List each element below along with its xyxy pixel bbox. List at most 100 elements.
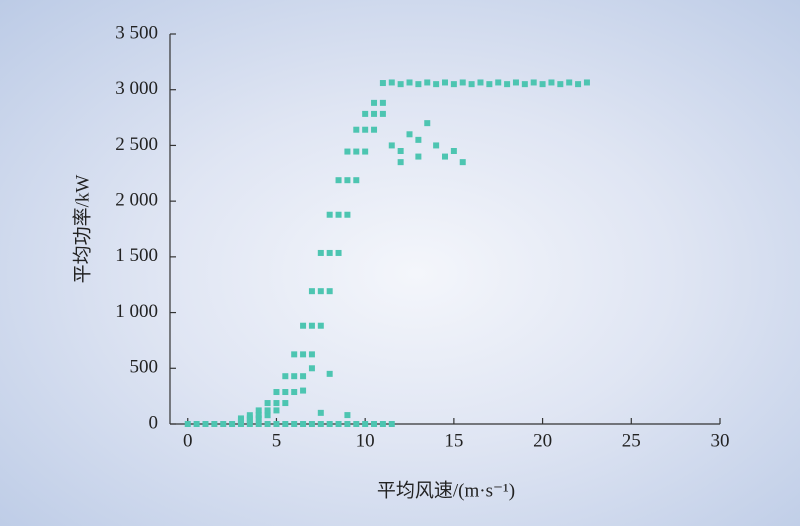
point [379, 80, 386, 87]
point [326, 288, 333, 295]
point [459, 79, 466, 86]
point [397, 159, 404, 166]
y-tick-label: 0 [149, 412, 159, 433]
x-tick-label: 20 [533, 430, 552, 451]
x-tick-label: 5 [272, 430, 282, 451]
point [273, 400, 280, 407]
point [442, 79, 448, 86]
point [477, 79, 484, 86]
y-axis-label: 平均功率/kW [71, 175, 93, 284]
point [237, 417, 244, 424]
point [291, 373, 298, 380]
point [335, 249, 342, 256]
point [211, 421, 218, 427]
point [291, 351, 298, 358]
point [202, 421, 209, 427]
point [255, 415, 262, 422]
point [317, 322, 324, 329]
point [353, 126, 360, 133]
point [344, 177, 351, 184]
point [415, 81, 422, 88]
point [308, 351, 315, 358]
point [308, 365, 315, 372]
y-tick-label: 1 000 [115, 301, 158, 322]
point [308, 421, 315, 427]
point [353, 177, 360, 184]
point [512, 79, 519, 86]
point [300, 351, 307, 358]
point [379, 421, 386, 427]
point [371, 99, 378, 106]
point [264, 407, 271, 414]
point [255, 407, 262, 414]
point [326, 249, 333, 256]
x-tick-label: 30 [711, 430, 730, 451]
x-tick-label: 0 [183, 430, 193, 451]
point [326, 370, 333, 377]
point [371, 110, 378, 117]
point [335, 177, 342, 184]
point [379, 110, 386, 117]
point [282, 421, 289, 427]
point [495, 79, 502, 86]
point [246, 421, 253, 427]
point [273, 407, 280, 414]
point [575, 81, 582, 88]
point [521, 81, 528, 88]
point [255, 421, 262, 427]
point [344, 148, 351, 155]
point [397, 148, 404, 154]
point [255, 412, 262, 419]
point [220, 421, 227, 427]
point [229, 421, 236, 427]
point [291, 389, 298, 396]
point [379, 99, 386, 106]
point [246, 412, 253, 419]
point [300, 387, 307, 394]
point [406, 131, 413, 138]
point [548, 79, 555, 86]
point [566, 79, 573, 86]
point [300, 421, 307, 427]
point [433, 142, 440, 149]
point [362, 421, 369, 427]
point [362, 126, 369, 133]
point [362, 110, 369, 117]
point [184, 421, 191, 427]
point [450, 148, 457, 154]
point [504, 81, 511, 88]
y-tick-label: 3 500 [115, 22, 158, 43]
point [424, 120, 431, 127]
point [282, 400, 289, 407]
point [264, 421, 271, 427]
point [273, 421, 280, 427]
point [397, 81, 404, 88]
point [353, 421, 360, 427]
point [335, 421, 342, 427]
point [424, 79, 431, 86]
point [300, 373, 307, 380]
point [344, 412, 351, 419]
point [264, 400, 271, 407]
y-tick-label: 3 000 [115, 78, 158, 99]
point [468, 81, 475, 88]
point [388, 421, 395, 427]
point [264, 412, 271, 419]
point [300, 322, 307, 329]
point [415, 136, 422, 143]
point [388, 142, 395, 149]
point [317, 249, 324, 256]
point [362, 148, 369, 155]
point [371, 126, 378, 133]
point [530, 79, 537, 86]
point [442, 153, 448, 160]
point [388, 79, 395, 86]
point [450, 81, 457, 88]
y-tick-label: 1 500 [115, 245, 158, 266]
point [539, 81, 546, 88]
y-tick-label: 500 [130, 357, 159, 378]
point [317, 288, 324, 295]
point [583, 79, 590, 86]
point [282, 373, 289, 380]
